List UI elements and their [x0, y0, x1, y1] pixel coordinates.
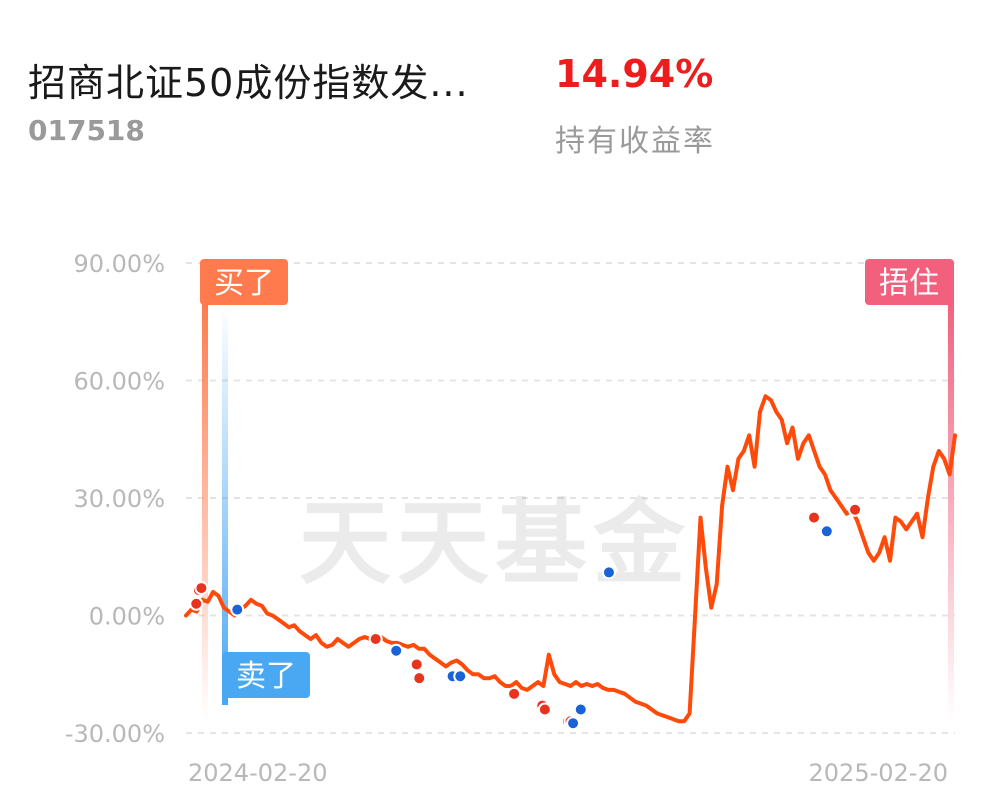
buy-point[interactable] — [807, 510, 822, 525]
hold-badge-bg — [865, 259, 954, 305]
fund-name: 招商北证50成份指数发... — [28, 61, 469, 105]
buy-point[interactable] — [189, 596, 204, 611]
sell-point[interactable] — [230, 602, 245, 617]
holding-return-label: 持有收益率 — [555, 124, 715, 159]
sell-badge-label: 卖了 — [236, 659, 296, 694]
y-tick-label: 60.00% — [73, 368, 165, 396]
buy-point[interactable] — [848, 502, 863, 517]
hold-badge-label: 捂住 — [879, 266, 939, 301]
x-axis-ticks: 2024-02-20 2025-02-20 — [188, 759, 948, 787]
y-tick-label: 0.00% — [89, 603, 165, 631]
y-tick-label: -30.00% — [65, 720, 165, 748]
buy-badge-label: 买了 — [214, 266, 274, 301]
sell-point[interactable] — [453, 669, 468, 684]
sell-badge[interactable]: 卖了 — [222, 652, 310, 698]
buy-point[interactable] — [194, 581, 209, 596]
buy-point[interactable] — [507, 686, 522, 701]
y-tick-label: 30.00% — [73, 485, 165, 513]
sell-point[interactable] — [573, 702, 588, 717]
sell-marker-line — [222, 305, 228, 705]
x-tick-label: 2024-02-20 — [188, 759, 327, 787]
sell-point[interactable] — [389, 643, 404, 658]
buy-marker-line — [202, 300, 208, 720]
sell-point[interactable] — [566, 716, 581, 731]
holding-return-value: 14.94% — [555, 52, 714, 96]
y-tick-label: 90.00% — [73, 250, 165, 278]
buy-badge[interactable]: 买了 — [200, 259, 288, 305]
chart-gridlines — [186, 262, 955, 734]
hold-marker-line — [948, 300, 954, 720]
sell-point[interactable] — [601, 565, 616, 580]
fund-code: 017518 — [28, 114, 145, 147]
buy-badge-bg — [200, 259, 288, 305]
y-axis-ticks: 90.00% 60.00% 30.00% 0.00% -30.00% — [65, 250, 165, 748]
sell-badge-bg — [222, 652, 310, 698]
buy-point[interactable] — [537, 702, 552, 717]
hold-badge[interactable]: 捂住 — [865, 259, 954, 305]
x-tick-label: 2025-02-20 — [809, 759, 948, 787]
watermark-text: 天天基金 — [299, 490, 691, 597]
sell-point[interactable] — [819, 524, 834, 539]
buy-point[interactable] — [409, 657, 424, 672]
buy-point[interactable] — [368, 632, 383, 646]
return-series-line — [184, 394, 957, 724]
buy-point[interactable] — [412, 671, 427, 686]
trade-points — [189, 502, 863, 731]
